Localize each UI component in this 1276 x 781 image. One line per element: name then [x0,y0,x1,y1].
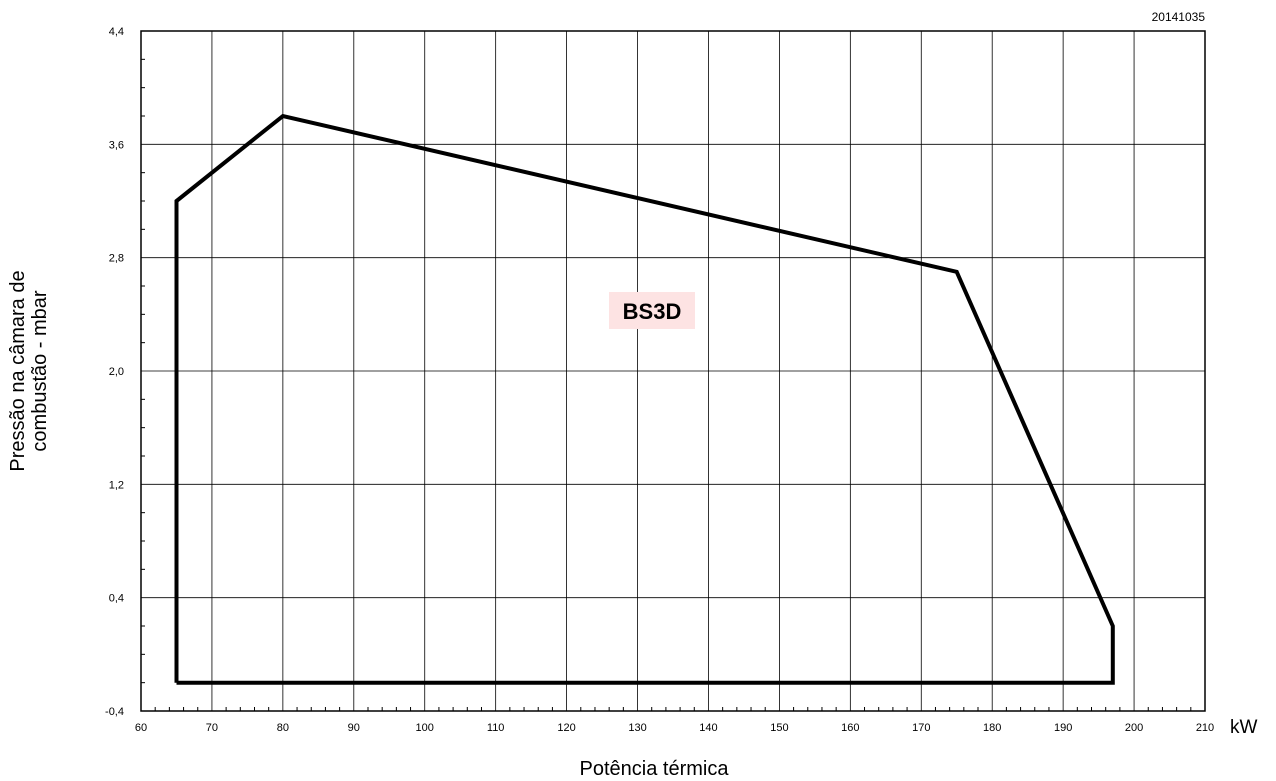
plot-frame [140,30,1206,712]
series-label-background [609,292,695,329]
y-axis-title-line-2: combustão - mbar [29,290,51,452]
y-tick-labels: -0,4 0,4 1,2 2,0 2,8 3,6 4,4 [105,26,124,718]
x-tick-label: 160 [841,722,859,734]
x-tick-label: 180 [983,722,1001,734]
x-tick-label: 130 [628,722,646,734]
x-tick-label: 80 [277,722,289,734]
y-tick-label: 1,2 [109,479,124,491]
x-tick-label: 120 [557,722,575,734]
x-tick-label: 190 [1054,722,1072,734]
y-tick-label: 3,6 [109,139,124,151]
grid-lines [140,30,1206,712]
x-tick-labels: 60 70 80 90 100 110 120 130 140 150 160 170 180 190 20… [135,722,1214,734]
y-tick-label: -0,4 [105,706,124,718]
x-tick-label: 60 [135,722,147,734]
y-tick-label: 2,0 [109,366,124,378]
x-tick-label: 110 [487,722,505,734]
x-tick-label: 210 [1196,722,1214,734]
x-tick-label: 150 [770,722,788,734]
x-tick-label: 170 [912,722,930,734]
y-tick-label: 0,4 [109,593,124,605]
x-tick-label: 90 [348,722,360,734]
y-tick-label: 2,8 [109,253,124,265]
series-line-bs3d [174,113,1115,685]
x-tick-label: 100 [416,722,434,734]
x-tick-label: 70 [206,722,218,734]
x-tick-label: 140 [699,722,717,734]
x-tick-label: 200 [1125,722,1143,734]
series-group [174,113,1115,685]
minor-ticks [141,58,1192,711]
y-tick-label: 4,4 [109,26,124,38]
series-label-group: BS3D [609,292,695,329]
x-axis-title: Potência térmica [580,758,730,780]
x-unit-label: kW [1230,717,1258,738]
series-label: BS3D [623,299,682,324]
drawing-code: 20141035 [1152,10,1206,24]
y-axis-title-line-1: Pressão na câmara de [7,270,29,471]
